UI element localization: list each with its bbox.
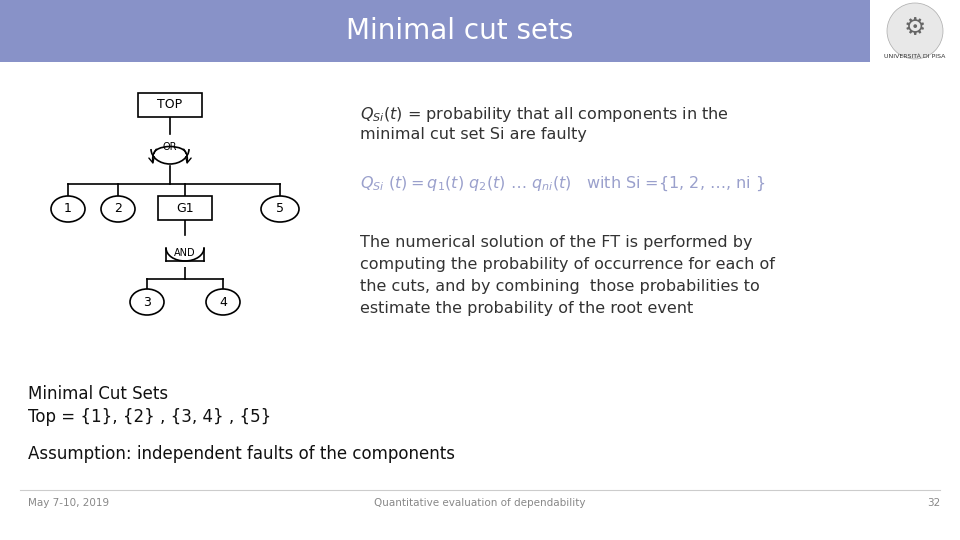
Text: 4: 4	[219, 295, 227, 308]
Text: UNIVERSITÀ DI PISA: UNIVERSITÀ DI PISA	[884, 53, 946, 58]
Text: OR: OR	[163, 142, 178, 152]
Ellipse shape	[261, 196, 299, 222]
Text: ⚙: ⚙	[903, 16, 926, 40]
Text: 32: 32	[926, 498, 940, 508]
Text: $Q_{Si}(t)$ = probability that all components in the: $Q_{Si}(t)$ = probability that all compo…	[360, 105, 729, 124]
Text: minimal cut set Si are faulty: minimal cut set Si are faulty	[360, 127, 587, 142]
Text: $Q_{Si}\ (t) = q_1(t)\ q_2(t)\ \ldots\ q_{ni}(t)$   with Si ={1, 2, …, ni }: $Q_{Si}\ (t) = q_1(t)\ q_2(t)\ \ldots\ q…	[360, 175, 765, 193]
Text: Minimal cut sets: Minimal cut sets	[347, 17, 574, 45]
Ellipse shape	[101, 196, 135, 222]
Text: 2: 2	[114, 202, 122, 215]
Text: Assumption: independent faults of the components: Assumption: independent faults of the co…	[28, 445, 455, 463]
Text: AND: AND	[174, 248, 196, 258]
Text: The numerical solution of the FT is performed by: The numerical solution of the FT is perf…	[360, 235, 753, 250]
Text: Quantitative evaluation of dependability: Quantitative evaluation of dependability	[374, 498, 586, 508]
Bar	[0, 0, 960, 62]
Text: 3: 3	[143, 295, 151, 308]
Text: TOP: TOP	[157, 98, 182, 111]
Text: 1: 1	[64, 202, 72, 215]
Text: the cuts, and by combining  those probabilities to: the cuts, and by combining those probabi…	[360, 279, 759, 294]
Bar	[158, 196, 212, 220]
Text: 5: 5	[276, 202, 284, 215]
Text: Minimal Cut Sets: Minimal Cut Sets	[28, 385, 168, 403]
Circle shape	[887, 3, 943, 59]
Text: computing the probability of occurrence for each of: computing the probability of occurrence …	[360, 257, 775, 272]
Text: G1: G1	[177, 201, 194, 214]
Text: Top = {1}, {2} , {3, 4} , {5}: Top = {1}, {2} , {3, 4} , {5}	[28, 408, 272, 426]
Bar	[138, 93, 202, 117]
Wedge shape	[166, 248, 204, 267]
Ellipse shape	[51, 196, 85, 222]
Bar	[870, 0, 960, 62]
Ellipse shape	[206, 289, 240, 315]
Text: estimate the probability of the root event: estimate the probability of the root eve…	[360, 301, 693, 316]
Text: May 7-10, 2019: May 7-10, 2019	[28, 498, 109, 508]
Ellipse shape	[130, 289, 164, 315]
